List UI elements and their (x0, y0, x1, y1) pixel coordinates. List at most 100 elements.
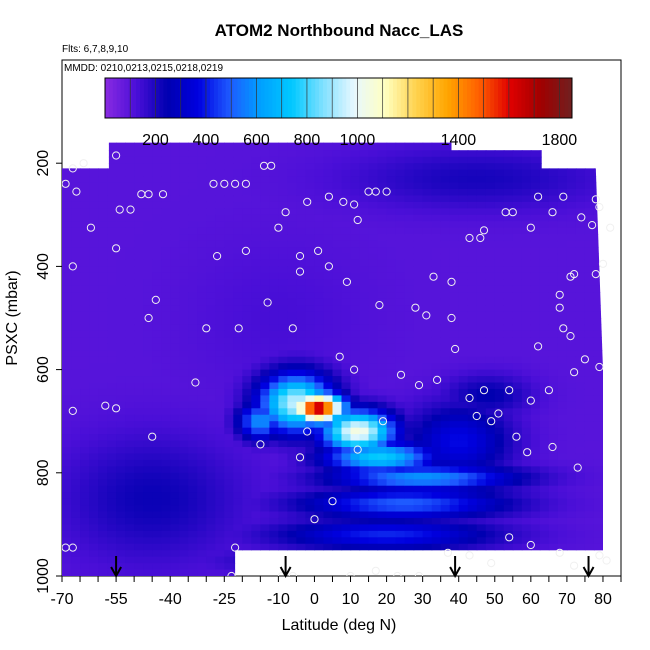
heat-cell (305, 221, 316, 229)
heat-cell (188, 427, 198, 435)
heat-cell (188, 563, 198, 571)
heat-cell (197, 479, 207, 487)
heat-cell (377, 479, 388, 487)
heat-cell (116, 479, 126, 487)
heat-cell (323, 189, 334, 197)
heat-cell (107, 227, 117, 235)
heat-cell (323, 414, 334, 422)
heat-cell (197, 189, 207, 197)
heat-cell (359, 208, 370, 216)
heat-cell (269, 227, 279, 235)
heat-cell (215, 247, 225, 255)
heat-cell (152, 472, 162, 480)
heat-cell (287, 330, 298, 338)
heat-cell (359, 459, 370, 467)
colorbar-tick-label: 800 (294, 132, 321, 149)
sample-point (79, 159, 88, 168)
heat-cell (143, 569, 153, 576)
heat-cell (71, 356, 81, 364)
heat-cell (233, 330, 243, 338)
heat-cell (368, 337, 379, 345)
heat-cell (404, 524, 415, 532)
heat-cell (449, 272, 460, 280)
heat-cell (233, 337, 243, 345)
heat-cell (188, 176, 198, 184)
heat-cell (440, 234, 451, 242)
heat-cell (485, 492, 496, 500)
heat-cell (143, 343, 153, 351)
heat-cell (287, 272, 298, 280)
heat-cell (323, 324, 334, 332)
heat-cell (593, 298, 603, 306)
flight-marker-arrow (449, 556, 461, 579)
heat-cell (143, 259, 153, 267)
heat-cell (80, 356, 90, 364)
heat-cell (242, 337, 252, 345)
heat-cell (386, 543, 397, 551)
heat-cell (422, 143, 433, 151)
heat-cell (458, 272, 469, 280)
heat-cell (242, 511, 252, 519)
heat-cell (125, 330, 135, 338)
heat-cell (530, 272, 541, 280)
heat-cell (386, 524, 397, 532)
heat-cell (539, 176, 550, 184)
heat-cell (395, 195, 406, 203)
heat-cell (143, 517, 153, 525)
heat-cell (206, 142, 216, 145)
sample-point (555, 303, 564, 312)
heat-cell (152, 498, 162, 506)
heat-cell (314, 363, 325, 371)
heat-cell (458, 498, 469, 506)
heat-cell (359, 485, 370, 493)
heat-cell (359, 253, 370, 261)
heat-cell (98, 292, 108, 300)
heat-cell (296, 395, 307, 403)
heat-cell (71, 434, 81, 442)
heat-cell (125, 182, 135, 190)
heat-cell (350, 150, 361, 158)
heat-cell (296, 195, 307, 203)
heat-cell (260, 427, 270, 435)
heat-cell (422, 324, 433, 332)
heat-cell (332, 240, 343, 248)
heat-cell (170, 234, 180, 242)
heat-cell (269, 259, 279, 267)
heat-cell (431, 498, 442, 506)
heat-cell (71, 285, 81, 293)
heat-cell (98, 414, 108, 422)
heat-cell (530, 253, 541, 261)
heat-cell (71, 479, 81, 487)
heat-cell (161, 285, 171, 293)
heat-cell (125, 311, 135, 319)
x-tick-label: 50 (486, 591, 504, 608)
heat-cell (440, 298, 451, 306)
heat-cell (152, 169, 162, 177)
heat-cell (296, 150, 307, 158)
heat-cell (494, 201, 505, 209)
heat-cell (179, 279, 189, 287)
heat-cell (125, 214, 135, 222)
heat-cell (242, 479, 252, 487)
colorbar-cell (381, 78, 386, 118)
heat-cell (197, 466, 207, 474)
heat-cell (215, 537, 225, 545)
heat-cell (233, 279, 243, 287)
colorbar-cell (311, 78, 316, 118)
heat-cell (296, 421, 307, 429)
heat-cell (242, 466, 252, 474)
heat-cell (251, 511, 261, 519)
heat-cell (89, 266, 99, 274)
heat-cell (422, 363, 433, 371)
heat-cell (476, 285, 487, 293)
heat-cell (350, 505, 361, 513)
heat-cell (440, 401, 451, 409)
heat-cell (71, 330, 81, 338)
heat-cell (332, 337, 343, 345)
heat-cell (170, 569, 180, 576)
heat-cell (575, 318, 586, 326)
heat-cell (485, 330, 496, 338)
heat-cell (161, 298, 171, 306)
heat-cell (125, 298, 135, 306)
colorbar-cell (412, 78, 417, 118)
